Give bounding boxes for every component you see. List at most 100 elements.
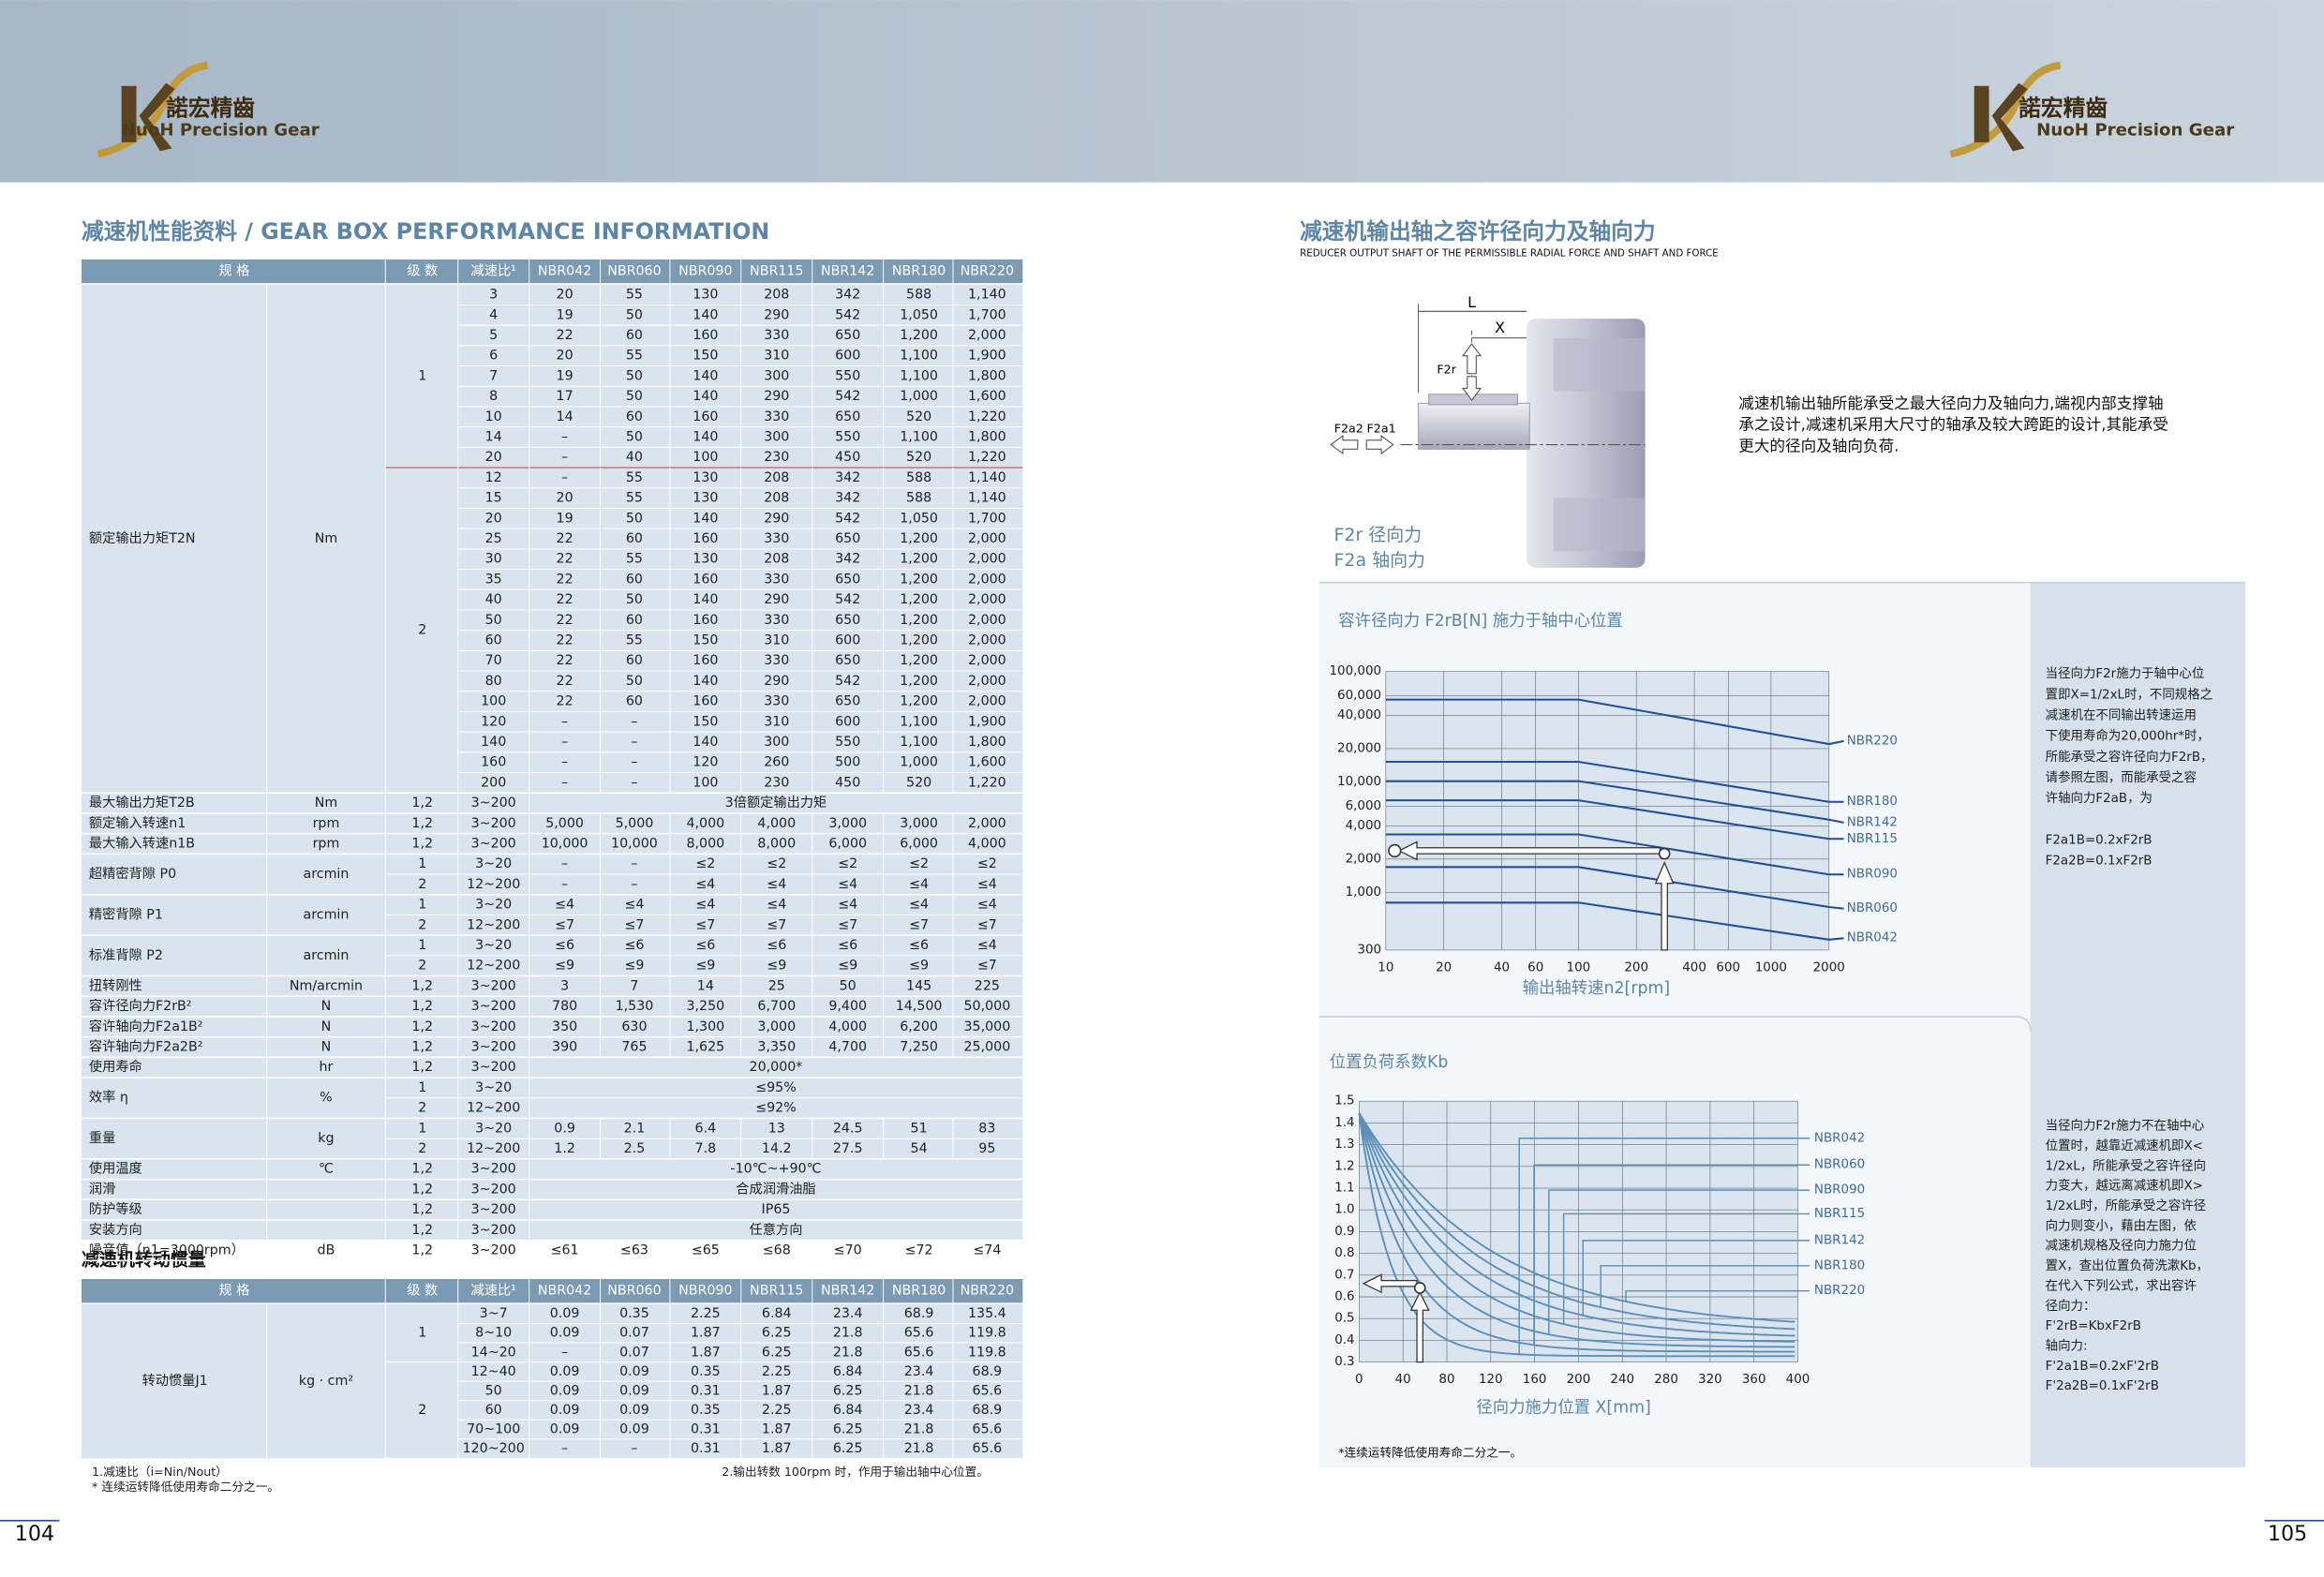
table-cell: 542 <box>835 592 860 607</box>
table-cell: 650 <box>835 328 860 343</box>
table-cell: 使用温度 <box>89 1161 142 1177</box>
table-cell: 390 <box>552 1039 577 1054</box>
table-cell: 8,000 <box>686 836 724 851</box>
y-tick-label: 0.8 <box>1334 1246 1354 1260</box>
x-tick-label: 200 <box>1624 960 1648 974</box>
flange-detail <box>1553 337 1646 392</box>
table-cell: 0.09 <box>550 1306 580 1321</box>
table-cell: 6.84 <box>762 1306 792 1321</box>
table-cell: ≤2 <box>977 856 997 871</box>
table-cell: 208 <box>764 491 789 506</box>
table-cell: 60 <box>485 1403 502 1418</box>
table-cell: ≤4 <box>624 898 644 913</box>
table-cell: 3~200 <box>471 978 516 993</box>
table-cell: 2 <box>418 917 426 932</box>
table-cell: 4,000 <box>968 836 1006 851</box>
force-arrow <box>1330 434 1359 455</box>
x-tick-label: 120 <box>1479 1373 1503 1387</box>
table-cell: 2,000 <box>968 572 1006 587</box>
table-cell: 6.25 <box>762 1345 792 1360</box>
table-cell: 330 <box>764 531 789 546</box>
table-cell: 140 <box>693 735 718 750</box>
x-axis-label: 输出轴转速n2[rpm] <box>1523 979 1671 998</box>
table-cell: 1,200 <box>900 674 938 689</box>
table-header <box>81 1279 1023 1303</box>
table-cell: ≤7 <box>555 917 574 932</box>
table-cell: 2 <box>418 1141 426 1156</box>
series-label: NBR042 <box>1847 931 1898 945</box>
table-cell: hr <box>320 1060 334 1075</box>
table-body <box>81 284 1023 1241</box>
series-label: NBR090 <box>1847 868 1898 882</box>
curve <box>1358 1112 1795 1343</box>
table-cell: 51 <box>911 1121 928 1136</box>
table-cell: 450 <box>835 450 860 465</box>
table-cell: 3~200 <box>471 796 516 811</box>
series-label: NBR142 <box>1814 1233 1865 1247</box>
table-cell: 160 <box>693 409 718 424</box>
table-cell: 0.31 <box>691 1441 721 1456</box>
table-cell: 21.8 <box>904 1422 934 1437</box>
table-cell: 润滑 <box>89 1181 115 1197</box>
table-cell: 6,700 <box>757 999 796 1014</box>
header-cell: NBR142 <box>821 1284 874 1299</box>
table-cell: 135.4 <box>968 1306 1006 1321</box>
table-cell: 精密背隙 P1 <box>89 906 163 922</box>
marker <box>1413 1282 1426 1294</box>
table-cell: – <box>561 429 568 444</box>
plot-area <box>1385 671 1829 950</box>
table-cell: ≤61 <box>551 1242 579 1257</box>
table-cell: ≤4 <box>909 877 929 892</box>
table-cell: 6.84 <box>833 1403 863 1418</box>
table-cell: ≤74 <box>973 1242 1001 1257</box>
table-cell: 550 <box>835 429 860 444</box>
table-cell: 50 <box>626 307 643 322</box>
table-cell: 542 <box>835 511 860 526</box>
y-tick-label: 10,000 <box>1337 775 1381 789</box>
x-tick-label: 360 <box>1742 1373 1766 1387</box>
table-cell: – <box>561 775 568 790</box>
table-cell: 20 <box>557 288 574 303</box>
table-cell: 3,000 <box>828 816 867 831</box>
logo-swoosh <box>97 61 209 158</box>
table-cell: 7 <box>489 368 498 383</box>
table-cell: ≤70 <box>834 1242 862 1257</box>
note-line: 减速机在不同输出转速运用 <box>2046 707 2197 722</box>
leader <box>1548 1189 1810 1335</box>
table-cell: ≤4 <box>838 877 857 892</box>
table-cell: – <box>561 470 568 485</box>
table-cell: 1.87 <box>762 1422 792 1437</box>
table-cell: 140 <box>693 307 718 322</box>
table-cell: 140 <box>481 735 506 750</box>
table-cell: 1,200 <box>900 694 938 709</box>
table-cell: 扭转刚性 <box>89 977 142 993</box>
table-cell: 200 <box>481 775 506 790</box>
chart-title: 位置负荷系数Kb <box>1330 1053 1449 1072</box>
logo-cn: 諾宏精齒 <box>2019 96 2108 122</box>
table-cell: 1,2 <box>411 978 433 993</box>
table-cell: 55 <box>626 470 643 485</box>
table-cell: 119.8 <box>968 1345 1006 1360</box>
table-cell: 330 <box>764 328 789 343</box>
table-cell: 1,2 <box>411 1182 433 1197</box>
table-cell: 600 <box>835 632 860 647</box>
table-cell: 542 <box>835 389 860 404</box>
table-cell: 330 <box>764 613 789 628</box>
table-cell: 140 <box>693 674 718 689</box>
note-line: 轴向力: <box>2046 1338 2088 1353</box>
table-cell: 10 <box>485 409 502 424</box>
table-cell: 1,2 <box>411 796 433 811</box>
table-cell: 1,2 <box>411 1019 433 1034</box>
table-cell: ≤4 <box>838 898 857 913</box>
table-cell: 83 <box>978 1121 995 1136</box>
table-cell: 140 <box>693 368 718 383</box>
table-cell: 3,350 <box>757 1039 796 1054</box>
table-cell: 20 <box>557 491 574 506</box>
chart-title: 容许径向力 F2rB[N] 施力于轴中心位置 <box>1338 612 1623 631</box>
table-cell: – <box>561 1345 568 1360</box>
curve <box>1385 866 1844 910</box>
table-cell: ≤4 <box>977 877 997 892</box>
note-line: 置即X=1/2xL时，不同规格之 <box>2046 687 2212 702</box>
table-cell: 1,200 <box>900 531 938 546</box>
dim-label: X <box>1495 319 1505 336</box>
